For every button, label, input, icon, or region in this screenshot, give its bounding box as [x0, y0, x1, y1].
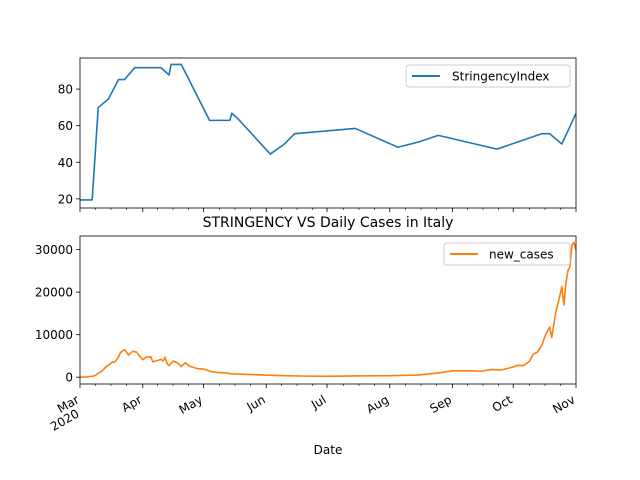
new-cases-x-tick-label: Jul: [308, 392, 328, 412]
stringency-y-tick-label: 80: [58, 83, 73, 97]
stringency-y-tick-label: 20: [58, 192, 73, 206]
new-cases-y-tick-label: 0: [65, 371, 73, 385]
stringency-y-ticks: 20 40 60 80: [58, 83, 80, 206]
stringency-y-tick-label: 40: [58, 156, 73, 170]
stringency-x-ticks: [79, 208, 577, 212]
chart-title: STRINGENCY VS Daily Cases in Italy: [203, 215, 454, 231]
new-cases-legend-box: [443, 242, 571, 266]
new-cases-y-tick-label: 30000: [35, 243, 73, 257]
new-cases-axes-frame: [79, 235, 577, 385]
stringency-series-line: [80, 63, 577, 201]
new-cases-subplot: STRINGENCY VS Daily Cases in Italy 0 1000…: [35, 215, 578, 457]
stringency-subplot: 20 40 60 80 StringencyIndex: [58, 57, 577, 212]
x-axis-label: Date: [314, 443, 343, 457]
stringency-legend-label: StringencyIndex: [452, 70, 550, 84]
stringency-axes-frame: [79, 57, 577, 209]
stringency-legend-box: [405, 64, 571, 88]
stringency-series-layer: [80, 63, 577, 201]
new-cases-legend-label: new_cases: [489, 248, 554, 262]
stringency-y-tick-label: 60: [58, 119, 73, 133]
new-cases-series-layer: [79, 241, 577, 378]
new-cases-y-ticks: 0 10000 20000 30000: [35, 243, 80, 385]
new-cases-legend: new_cases: [443, 242, 571, 266]
new-cases-y-tick-label: 10000: [35, 328, 73, 342]
new-cases-y-tick-label: 20000: [35, 286, 73, 300]
stringency-legend: StringencyIndex: [405, 64, 571, 88]
new-cases-series-line: [79, 241, 577, 378]
